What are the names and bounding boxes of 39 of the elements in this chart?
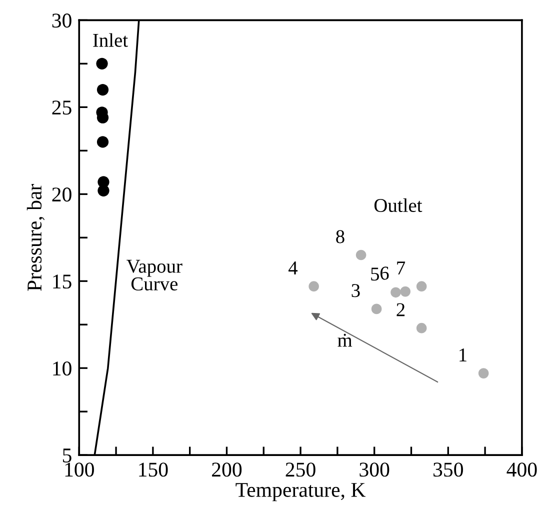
series-label: Vapour Curve [126,260,182,290]
y-tick-label: 20 [52,188,72,202]
x-tick-label: 150 [139,462,168,477]
point [308,281,319,292]
point [416,281,427,292]
point [356,250,366,260]
x-tick-label: 200 [212,462,242,477]
point [96,84,109,96]
y-tick-label: 10 [53,361,72,376]
annotation: ṁ [338,334,352,347]
x-axis-title: Temperature, K [236,483,366,502]
x-tick-label: 100 [65,462,94,477]
annotation: 2 [396,303,405,316]
point [478,368,489,378]
y-tick-label: 5 [62,448,72,462]
x-tick-label: 250 [286,462,316,477]
annotation: 4 [288,262,298,274]
text: Outlet [374,198,422,212]
point [416,322,427,334]
y-tick-label: 25 [52,100,72,115]
annotation: 7 [397,262,406,274]
series-label: Inlet [93,33,128,47]
y-axis-title: Pressure, bar [26,184,45,291]
point [400,286,410,297]
annotation: 1 [460,348,466,362]
annotation: 6 [380,266,389,280]
x-tick-label: 300 [360,462,390,477]
point [96,58,108,70]
y-tick-label: 15 [53,274,72,289]
point [390,287,401,298]
x-tick-label: 350 [434,462,463,477]
point [96,136,109,148]
x-tick-label: 400 [506,462,537,477]
annotation: 8 [336,230,344,244]
point [371,304,382,314]
annotation: 5 [371,268,380,281]
annotation: 3 [352,284,360,298]
point [98,184,110,196]
y-tick-label: 30 [52,14,72,28]
